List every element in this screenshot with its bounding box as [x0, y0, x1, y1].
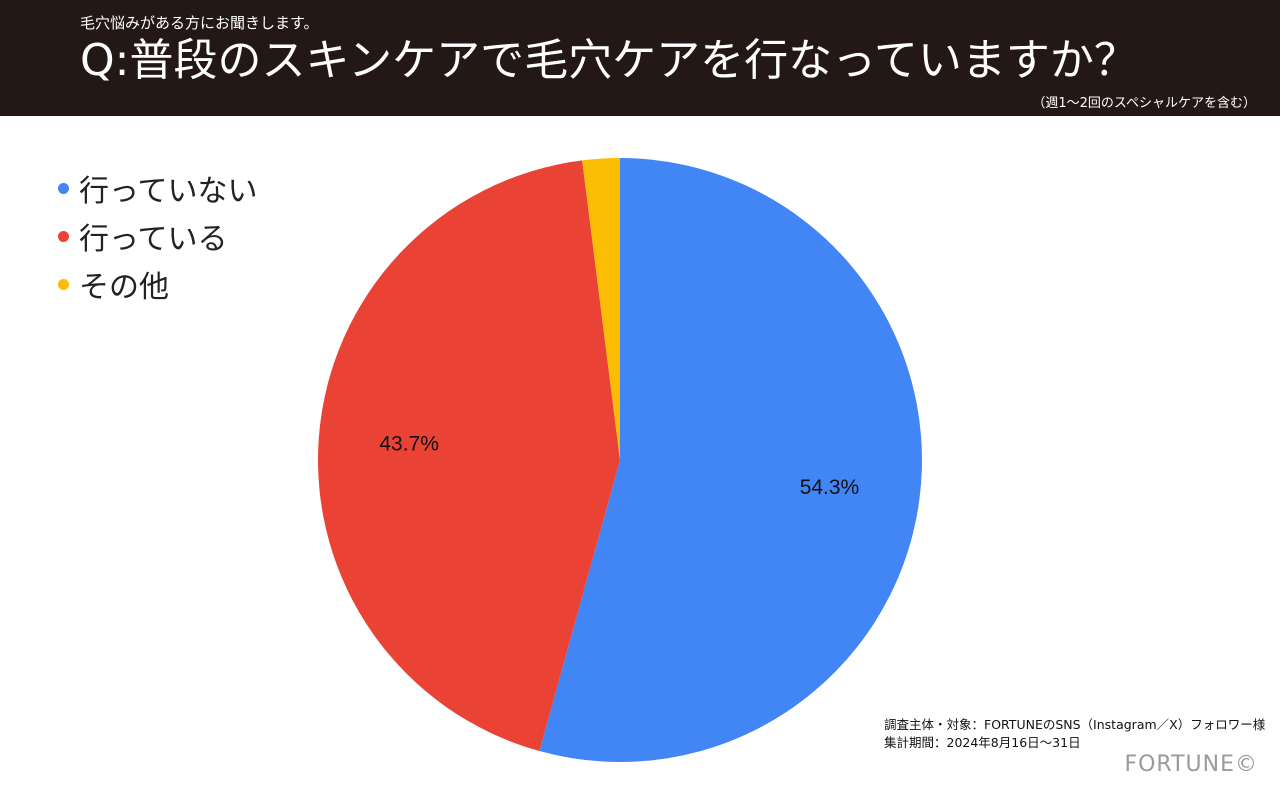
legend-swatch [58, 278, 69, 290]
legend-label: 行っている [79, 222, 228, 257]
header-bar: 毛穴悩みがある方にお聞きします。 Q:普段のスキンケアで毛穴ケアを行なっています… [0, 0, 1280, 116]
page-title: Q:普段のスキンケアで毛穴ケアを行なっていますか？ [80, 35, 1138, 86]
footnote-line-period: 集計期間：2024年8月16日〜31日 [884, 735, 1081, 750]
header-subtitle: 毛穴悩みがある方にお聞きします。 [80, 14, 319, 32]
legend-item-other: その他 [58, 260, 258, 308]
legend-swatch [58, 230, 69, 242]
legend-label: その他 [79, 270, 169, 305]
legend-item-doing: 行っている [58, 212, 258, 260]
survey-footnote: 調査主体・対象：FORTUNEのSNS（Instagram／X）フォロワー様 集… [884, 716, 1265, 752]
pie-slice-not-doing [539, 158, 923, 763]
pie-slice-doing [317, 160, 620, 752]
brand-logo: FORTUNE© [1124, 752, 1258, 777]
legend-label: 行っていない [79, 174, 258, 209]
chart-legend: 行っていない 行っている その他 [58, 164, 258, 308]
legend-item-not-doing: 行っていない [58, 164, 258, 212]
legend-swatch [58, 182, 69, 194]
data-label-not-doing: 54.3% [800, 476, 860, 499]
footnote-line-subject: 調査主体・対象：FORTUNEのSNS（Instagram／X）フォロワー様 [884, 717, 1266, 732]
data-label-doing: 43.7% [379, 432, 439, 455]
pie-slice-other [582, 158, 620, 460]
header-note: （週1〜2回のスペシャルケアを含む） [1032, 96, 1256, 111]
